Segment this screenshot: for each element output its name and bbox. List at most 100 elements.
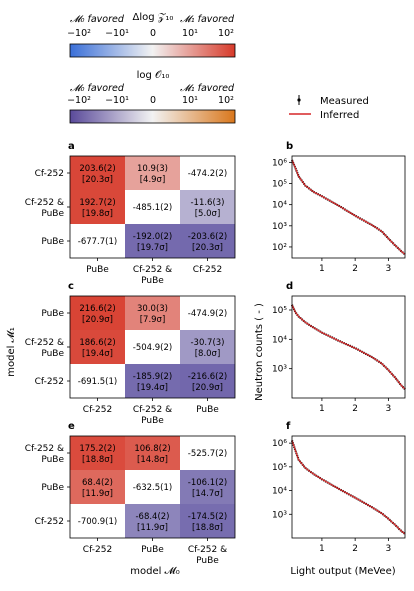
row-label: PuBe (41, 309, 64, 319)
heatmap-cell (180, 296, 235, 330)
spectra-ylabel: Neutron counts ( - ) (254, 303, 265, 401)
heatmap-cell-value: -216.6(2) (188, 372, 227, 382)
inferred-line (291, 440, 406, 535)
x-tick-label: 2 (352, 404, 358, 414)
colorbar-evidence-tick: 10² (218, 28, 234, 39)
y-tick-label: 10⁶ (272, 439, 287, 449)
heatmap-cell (180, 190, 235, 224)
x-tick-label: 3 (386, 264, 392, 274)
heatmap-cell-sigma: [14.8σ] (137, 455, 168, 465)
heatmap-cell-sigma: [19.4σ] (137, 383, 168, 393)
heatmap-cell (125, 190, 180, 224)
row-label: PuBe (41, 483, 64, 493)
row-label: Cf-252 (35, 517, 64, 527)
panel-letter: a (68, 141, 75, 152)
column-label: PuBe (141, 545, 164, 555)
heatmap-cell-sigma: [7.9σ] (140, 315, 166, 325)
y-tick-label: 10³ (272, 365, 287, 375)
measured-points (290, 159, 406, 256)
colorbar-odds-tick: −10¹ (105, 95, 129, 106)
y-tick-label: 10³ (272, 510, 287, 520)
heatmap-cell-sigma: [19.7σ] (137, 243, 168, 253)
colorbar-evidence-tick: 0 (150, 28, 156, 39)
heatmap-cell-value: 203.6(2) (79, 164, 115, 174)
heatmap-cell-value: 30.0(3) (137, 304, 168, 314)
colorbar-evidence-right-label: 𝓜₁ favored (180, 14, 235, 25)
heatmap-cell-sigma: [8.0σ] (195, 349, 221, 359)
measured-points (290, 440, 406, 535)
column-label: PuBe (86, 265, 109, 275)
heatmap-cell-sigma: [20.9σ] (192, 383, 223, 393)
heatmap-cell-sigma: [20.3σ] (192, 243, 223, 253)
heatmap-cell-sigma: [11.9σ] (137, 523, 168, 533)
y-tick-label: 10⁴ (272, 201, 287, 211)
x-tick-label: 3 (386, 404, 392, 414)
heatmap-cell (70, 156, 125, 190)
colorbar-evidence: Δlog 𝒵₁₀ 𝓜₀ favored 𝓜₁ favored −10² −10¹… (67, 12, 236, 58)
heatmap-cell (180, 224, 235, 258)
heatmap-cell-value: -185.9(2) (133, 372, 172, 382)
column-label: PuBe (141, 416, 164, 426)
x-tick-label: 3 (386, 544, 392, 554)
row-label: Cf-252 (35, 377, 64, 387)
column-label: PuBe (196, 405, 219, 415)
axes-frame (291, 435, 406, 539)
colorbar-evidence-tick: 10¹ (182, 28, 198, 39)
colorbar-evidence-title: Δlog 𝒵₁₀ (133, 12, 174, 23)
heatmap-cell-sigma: [19.4σ] (82, 349, 113, 359)
heatmap-cell (125, 296, 180, 330)
y-tick-label: 10² (272, 243, 287, 253)
heatmap-cell-sigma: [20.9σ] (82, 315, 113, 325)
spectrum-panel-b: b 1 2 3 10² 10³ 10⁴ 10⁵ 10⁶ (272, 141, 406, 274)
heatmap-cell-sigma: [14.7σ] (192, 489, 223, 499)
heatmap-cell-sigma: [5.0σ] (195, 209, 221, 219)
column-label: Cf-252 & (133, 265, 172, 275)
column-label: PuBe (141, 276, 164, 286)
column-label: Cf-252 & (133, 405, 172, 415)
colorbar-odds-tick: −10² (67, 95, 91, 106)
y-tick-label: 10⁴ (272, 335, 287, 345)
column-label: Cf-252 (83, 545, 112, 555)
colorbar-evidence-left-label: 𝓜₀ favored (70, 14, 125, 25)
heatmap-cell (180, 330, 235, 364)
y-tick-label: 10⁴ (272, 487, 287, 497)
row-label: PuBe (41, 237, 64, 247)
heatmap-cell (125, 470, 180, 504)
legend-measured-label: Measured (320, 96, 369, 107)
heatmap-cell-sigma: [18.8σ] (192, 523, 223, 533)
colorbar-odds-tick: 0 (150, 95, 156, 106)
legend-measured-marker (297, 98, 301, 102)
matrix-ylabel: model 𝓜₁ (6, 327, 17, 377)
heatmap-cell (125, 504, 180, 538)
colorbar-odds-bar (69, 109, 236, 124)
panel-letter: b (286, 141, 293, 152)
heatmap-cell (125, 224, 180, 258)
axes-frame (291, 295, 406, 399)
inferred-line (291, 304, 406, 390)
colorbar-odds-tick: 10² (218, 95, 234, 106)
heatmap-cell (180, 470, 235, 504)
heatmap-cell-sigma: [20.3σ] (82, 175, 113, 185)
x-tick-label: 2 (352, 544, 358, 554)
axes-frame (291, 155, 406, 259)
heatmap-cell (70, 190, 125, 224)
heatmap-cell (125, 330, 180, 364)
heatmap-cell-value: -474.2(2) (188, 169, 227, 179)
column-label: PuBe (196, 556, 219, 566)
heatmap-panel-e: e175.2(2)[18.8σ]106.8(2)[14.8σ]-525.7(2)… (25, 421, 236, 566)
row-label: Cf-252 & (25, 444, 64, 454)
colorbar-odds: log 𝒪₁₀ 𝓜₀ favored 𝓜₁ favored −10² −10¹ … (67, 70, 236, 124)
heatmap-cell-value: 186.6(2) (79, 338, 115, 348)
heatmap-cell (125, 436, 180, 470)
colorbar-odds-left-label: 𝓜₀ favored (70, 83, 125, 94)
spectrum-panel-f: f 1 2 3 10³ 10⁴ 10⁵ 10⁶ (272, 421, 406, 554)
y-tick-label: 10⁶ (272, 158, 287, 168)
row-label: PuBe (41, 209, 64, 219)
y-tick-label: 10⁵ (272, 306, 287, 316)
colorbar-evidence-bar (69, 43, 236, 58)
panel-letter: f (286, 421, 291, 432)
x-tick-label: 1 (319, 404, 325, 414)
heatmap-cell (180, 156, 235, 190)
heatmap-cell-sigma: [4.9σ] (140, 175, 166, 185)
heatmap-cell-value: -30.7(3) (190, 338, 224, 348)
